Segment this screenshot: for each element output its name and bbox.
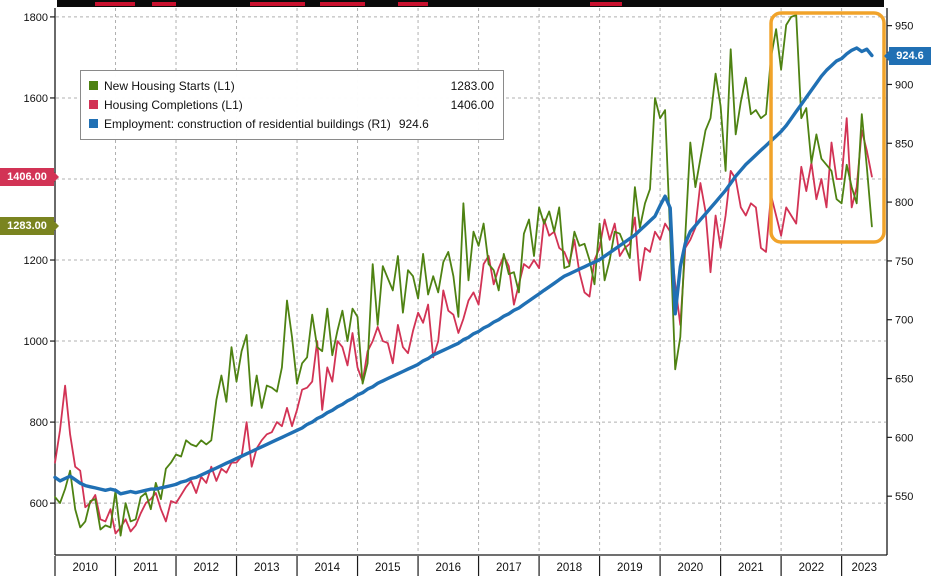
legend-row-housing-completions: Housing Completions (L1) 1406.00 bbox=[89, 95, 494, 114]
svg-text:2017: 2017 bbox=[496, 562, 522, 574]
legend-value: 1406.00 bbox=[450, 97, 494, 112]
housing-completions-swatch bbox=[89, 100, 98, 109]
svg-text:550: 550 bbox=[895, 491, 913, 503]
svg-text:850: 850 bbox=[895, 138, 913, 150]
cropped-header-bar bbox=[57, 0, 884, 7]
svg-text:800: 800 bbox=[895, 197, 913, 209]
legend-value: 1283.00 bbox=[450, 78, 494, 93]
svg-text:750: 750 bbox=[895, 256, 913, 268]
svg-text:2018: 2018 bbox=[557, 562, 583, 574]
header-red-mark bbox=[152, 2, 176, 6]
header-red-mark bbox=[95, 2, 135, 6]
svg-text:2014: 2014 bbox=[314, 562, 340, 574]
employment-swatch bbox=[89, 119, 98, 128]
legend: New Housing Starts (L1) 1283.00 Housing … bbox=[80, 70, 504, 140]
svg-text:800: 800 bbox=[30, 417, 48, 429]
legend-label: Employment: construction of residential … bbox=[104, 116, 391, 131]
header-red-mark bbox=[590, 2, 622, 6]
svg-text:2010: 2010 bbox=[72, 562, 98, 574]
legend-label: New Housing Starts (L1) bbox=[104, 78, 235, 93]
svg-text:2012: 2012 bbox=[193, 562, 219, 574]
axis-badge-completions: 1406.00 bbox=[0, 167, 59, 186]
svg-text:2020: 2020 bbox=[678, 562, 704, 574]
svg-text:600: 600 bbox=[895, 432, 913, 444]
svg-text:2015: 2015 bbox=[375, 562, 401, 574]
legend-value: 924.6 bbox=[398, 116, 429, 131]
header-red-mark bbox=[320, 2, 365, 6]
header-red-mark bbox=[250, 2, 305, 6]
svg-text:2011: 2011 bbox=[133, 562, 158, 574]
legend-row-employment: Employment: construction of residential … bbox=[89, 114, 494, 133]
svg-text:2016: 2016 bbox=[436, 562, 462, 574]
svg-text:900: 900 bbox=[895, 79, 913, 91]
svg-text:650: 650 bbox=[895, 374, 913, 386]
svg-text:1600: 1600 bbox=[24, 93, 48, 105]
axis-badge-starts: 1283.00 bbox=[0, 217, 59, 236]
header-red-mark bbox=[398, 2, 428, 6]
svg-text:1800: 1800 bbox=[24, 12, 48, 24]
svg-text:2013: 2013 bbox=[254, 562, 280, 574]
legend-row-housing-starts: New Housing Starts (L1) 1283.00 bbox=[89, 76, 494, 95]
svg-text:700: 700 bbox=[895, 315, 913, 327]
svg-text:1000: 1000 bbox=[24, 336, 48, 348]
svg-text:600: 600 bbox=[30, 498, 48, 510]
svg-text:1200: 1200 bbox=[24, 255, 48, 267]
svg-text:2022: 2022 bbox=[799, 562, 825, 574]
svg-text:2021: 2021 bbox=[738, 562, 764, 574]
svg-text:2023: 2023 bbox=[852, 562, 878, 574]
housing-starts-swatch bbox=[89, 81, 98, 90]
svg-text:2019: 2019 bbox=[617, 562, 643, 574]
axis-badge-employment: 924.6 bbox=[884, 46, 931, 65]
legend-label: Housing Completions (L1) bbox=[104, 97, 243, 112]
svg-text:950: 950 bbox=[895, 21, 913, 33]
